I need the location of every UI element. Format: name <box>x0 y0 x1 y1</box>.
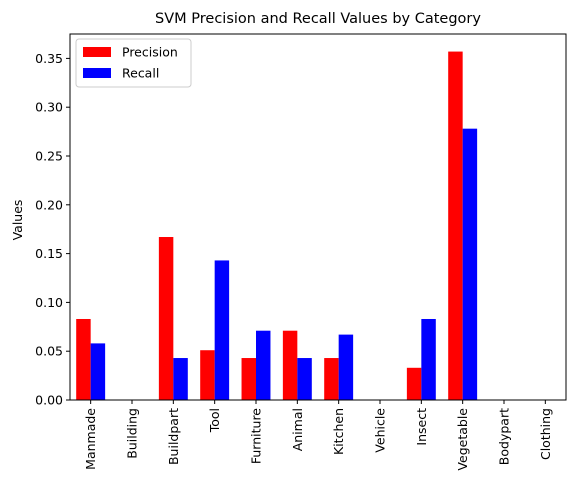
y-tick-label: 0.00 <box>35 393 63 408</box>
x-tick-label: Vehicle <box>373 408 388 453</box>
legend-label-precision: Precision <box>122 45 178 60</box>
bar-recall-buildpart <box>173 358 188 400</box>
chart-title: SVM Precision and Recall Values by Categ… <box>155 11 481 27</box>
x-tick-label: Animal <box>290 408 305 451</box>
bar-precision-vegetable <box>448 51 463 401</box>
plot-frame <box>69 33 567 401</box>
x-tick-label: Kitchen <box>331 408 346 455</box>
bar-precision-buildpart <box>158 237 174 400</box>
y-tick-label: 0.05 <box>35 344 63 359</box>
legend-swatch-recall <box>83 68 111 78</box>
bar-recall-tool <box>214 260 230 400</box>
y-axis-ticks: 0.00 0.05 0.10 0.15 0.20 0.25 0.30 0.35 <box>35 51 70 408</box>
y-axis-label: Values <box>10 200 25 241</box>
x-tick-label: Insect <box>414 408 429 446</box>
x-tick-label: Furniture <box>249 408 264 464</box>
legend-label-recall: Recall <box>122 66 159 81</box>
y-tick-label: 0.20 <box>35 197 63 212</box>
x-axis-ticks: Manmade Building Buildpart Tool Furniture Ani… <box>83 400 553 471</box>
bar-precision-kitchen <box>324 358 339 400</box>
bar-recall-animal <box>297 358 312 400</box>
bar-recall-kitchen <box>338 334 354 400</box>
bar-recall-insect <box>421 318 436 400</box>
bar-precision-furniture <box>241 358 256 400</box>
bar-recall-manmade <box>90 343 106 400</box>
bar-precision-tool <box>200 350 215 400</box>
y-tick-label: 0.25 <box>35 149 63 164</box>
y-tick-label: 0.15 <box>35 246 63 261</box>
legend: Precision Recall <box>75 38 192 88</box>
x-tick-label: Clothing <box>538 408 553 460</box>
y-tick-label: 0.10 <box>35 295 63 310</box>
bars-group <box>76 51 478 401</box>
y-tick-label: 0.30 <box>35 100 63 115</box>
bar-precision-animal <box>282 330 298 400</box>
legend-swatch-precision <box>83 47 111 57</box>
bar-recall-furniture <box>256 330 271 400</box>
bar-recall-vegetable <box>462 128 478 400</box>
x-tick-label: Vegetable <box>455 408 470 471</box>
x-tick-label: Tool <box>207 408 222 433</box>
x-tick-label: Building <box>125 408 140 459</box>
bar-precision-insect <box>406 367 422 400</box>
x-tick-label: Manmade <box>83 408 98 470</box>
x-tick-label: Bodypart <box>497 408 512 465</box>
bar-precision-manmade <box>76 318 91 400</box>
y-tick-label: 0.35 <box>35 51 63 66</box>
x-tick-label: Buildpart <box>166 408 181 465</box>
